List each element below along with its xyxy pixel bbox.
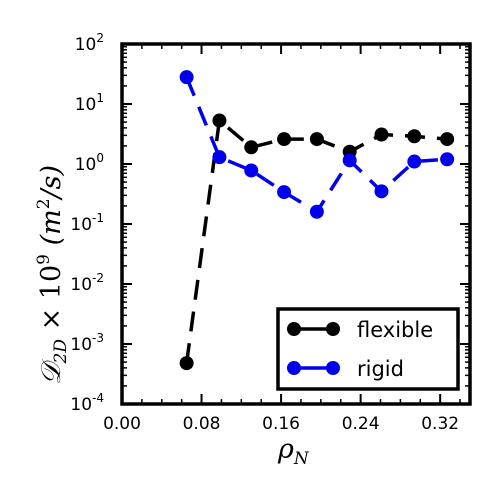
data-point-rigid [244, 163, 259, 178]
y-tick-label: 10-4 [70, 391, 104, 415]
data-point-flexible [407, 129, 422, 144]
x-tick-label: 0.16 [262, 414, 300, 434]
x-tick-label: 0.24 [342, 414, 380, 434]
legend-box [276, 307, 460, 391]
data-point-flexible [440, 132, 455, 147]
legend-marker-rigid [326, 361, 340, 375]
data-point-rigid [277, 185, 292, 200]
data-point-rigid [374, 184, 389, 199]
ticks-layer: 0.00 0.08 0.16 0.24 0.32 102 101 100 10-1 10-2 10-… [70, 31, 470, 434]
y-tick-label: 10-3 [70, 331, 104, 355]
y-tick-label: 101 [75, 91, 104, 115]
legend-marker-rigid [287, 361, 301, 375]
legend-label-flexible: flexible [357, 318, 433, 342]
legend: flexible rigid [276, 307, 460, 391]
data-point-flexible [277, 132, 292, 147]
data-point-flexible [374, 127, 389, 142]
legend-marker-flexible [326, 322, 340, 336]
series-layer [179, 70, 455, 371]
x-tick-label: 0.08 [183, 414, 221, 434]
data-point-rigid [179, 70, 194, 85]
y-axis-label: 𝒟2D × 109 (m2/s) [34, 165, 71, 385]
x-axis-label: ρN [277, 434, 310, 469]
y-tick-label: 100 [75, 151, 104, 175]
data-point-rigid [342, 153, 357, 168]
y-tick-label: 10-1 [70, 211, 104, 235]
data-point-flexible [212, 113, 227, 128]
y-tick-label: 10-2 [70, 271, 104, 295]
x-tick-label: 0.32 [421, 414, 459, 434]
legend-label-rigid: rigid [357, 357, 404, 381]
x-tick-label: 0.00 [103, 414, 141, 434]
data-point-flexible [179, 356, 194, 371]
data-point-rigid [309, 204, 324, 219]
y-tick-label: 102 [75, 31, 104, 55]
data-point-flexible [309, 132, 324, 147]
data-point-flexible [244, 140, 259, 155]
legend-marker-flexible [287, 322, 301, 336]
data-point-rigid [440, 152, 455, 167]
data-point-rigid [407, 154, 422, 169]
data-point-rigid [212, 150, 227, 165]
